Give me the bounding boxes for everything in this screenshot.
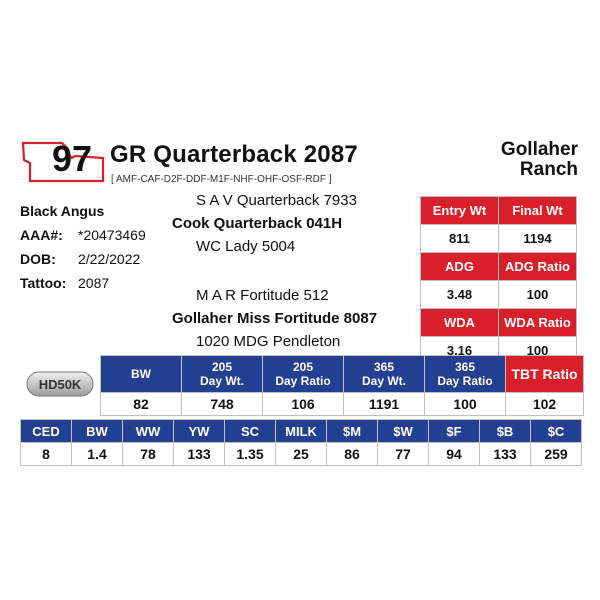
milk-header: MILK [275,419,327,443]
sc-header: SC [224,419,276,443]
dollar-w-value: 77 [377,442,429,466]
ww-value: 78 [122,442,174,466]
dollar-b-value: 133 [479,442,531,466]
pedigree-sire-sire: S A V Quarterback 7933 [196,192,357,209]
ww-header: WW [122,419,174,443]
final-wt-header: Final Wt [498,196,577,225]
205-day-wt-header: 205 Day Wt. [181,355,263,393]
state-outline-icon [21,141,105,183]
lot-number: 97 [51,138,93,179]
dob-value: 2/22/2022 [78,251,141,267]
pedigree-sire: Cook Quarterback 041H [172,215,343,232]
dollar-f-header: $F [428,419,480,443]
pedigree-sire-dam: WC Lady 5004 [196,238,296,255]
dollar-m-header: $M [326,419,378,443]
ced-header: CED [20,419,72,443]
wda-header: WDA [420,308,499,337]
205-day-wt-value: 748 [181,392,263,416]
pedigree-dam-dam: 1020 MDG Pendleton [196,333,341,350]
pedigree-dam: Gollaher Miss Fortitude 8087 [172,310,378,327]
adg-ratio-header: ADG Ratio [498,252,577,281]
weights-table: BW 205 Day Wt. 205 Day Ratio 365 Day Wt. 36… [100,355,584,416]
dollar-m-value: 86 [326,442,378,466]
365-day-ratio-value: 100 [424,392,506,416]
epd-table: CED BW WW YW SC MILK $M $W $F $B $C 8 1.… [20,419,582,466]
breed: Black Angus [20,203,105,219]
aaa-value: *20473469 [78,227,146,243]
ced-value: 8 [20,442,72,466]
genetic-codes: [ AMF-CAF-D2F-DDF-M1F-NHF-OHF-OSF-RDF ] [111,174,332,185]
adg-value: 3.48 [420,280,499,309]
entry-wt-header: Entry Wt [420,196,499,225]
dollar-f-value: 94 [428,442,480,466]
205-day-ratio-header: 205 Day Ratio [262,355,344,393]
yw-value: 133 [173,442,225,466]
bw-epd-header: BW [71,419,123,443]
dollar-c-header: $C [530,419,582,443]
yw-header: YW [173,419,225,443]
ranch-name: Gollaher Ranch [501,140,578,180]
adg-ratio-value: 100 [498,280,577,309]
adg-header: ADG [420,252,499,281]
aaa-label: AAA#: [20,227,63,243]
365-day-ratio-header: 365 Day Ratio [424,355,506,393]
bw-epd-value: 1.4 [71,442,123,466]
tattoo-label: Tattoo: [20,275,67,291]
hd50k-logo: HD50K [26,371,94,397]
ranch-name-line1: Gollaher [500,139,578,160]
milk-value: 25 [275,442,327,466]
pedigree-dam-sire: M A R Fortitude 512 [196,287,329,304]
bw-value: 82 [100,392,182,416]
bull-name: GR Quarterback 2087 [110,141,358,168]
bw-header: BW [100,355,182,393]
205-day-ratio-value: 106 [262,392,344,416]
sc-value: 1.35 [224,442,276,466]
dollar-w-header: $W [377,419,429,443]
ranch-name-line2: Ranch [519,159,578,180]
tbt-ratio-value: 102 [505,392,584,416]
hd50k-text: HD50K [39,377,82,392]
dollar-b-header: $B [479,419,531,443]
performance-table: Entry Wt Final Wt 811 1194 ADG ADG Ratio… [420,196,577,365]
wda-ratio-header: WDA Ratio [498,308,577,337]
entry-wt-value: 811 [420,224,499,253]
365-day-wt-value: 1191 [343,392,425,416]
tbt-ratio-header: TBT Ratio [505,355,584,393]
365-day-wt-header: 365 Day Wt. [343,355,425,393]
tattoo-value: 2087 [78,275,110,291]
dob-label: DOB: [20,251,56,267]
dollar-c-value: 259 [530,442,582,466]
final-wt-value: 1194 [498,224,577,253]
